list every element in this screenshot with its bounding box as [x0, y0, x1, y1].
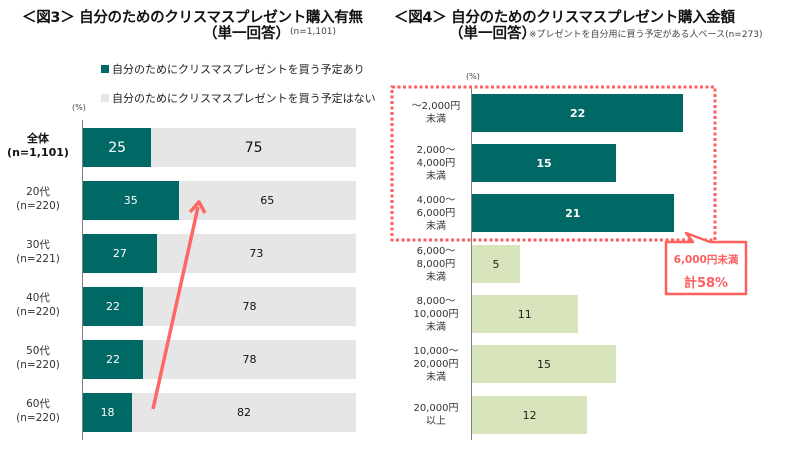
bar-value-label: 78	[242, 300, 257, 313]
right-category-label: 4,000～ 6,000円 未満	[416, 194, 456, 232]
left-chart-note: (n=1,101)	[290, 27, 337, 37]
right-axis-line	[471, 86, 472, 440]
amount-bar: 15	[472, 144, 616, 182]
bar-value-label: 21	[565, 206, 581, 220]
bar-yes: 27	[83, 234, 157, 273]
bar-yes: 25	[83, 128, 152, 167]
left-category-label: 40代 (n=220)	[16, 292, 60, 318]
amount-bar: 5	[472, 245, 520, 283]
amount-bar: 11	[472, 295, 578, 333]
bar-value-label: 25	[108, 139, 127, 156]
bar-value-label: 22	[569, 106, 586, 120]
right-chart-subtitle: （単一回答）	[449, 26, 536, 42]
legend-label-no: 自分のためにクリスマスプレゼントを買う予定はない	[112, 92, 376, 105]
trend-arrow-line	[151, 206, 200, 410]
bar-no: 82	[132, 393, 356, 432]
legend-label-yes: 自分のためにクリスマスプレゼントを買う予定あり	[112, 63, 365, 76]
trend-arrow-head	[188, 200, 207, 214]
callout-line1: 6,000円未満	[673, 254, 739, 266]
bar-yes: 22	[83, 340, 144, 379]
left-axis-line	[82, 120, 83, 440]
bar-value-label: 78	[242, 353, 257, 366]
right-unit-label: (%)	[466, 72, 480, 81]
amount-bar: 21	[472, 194, 674, 232]
bar-value-label: 22	[106, 300, 121, 313]
bar-no: 78	[143, 340, 356, 379]
bar-value-label: 35	[123, 194, 138, 207]
bar-value-label: 15	[537, 357, 551, 371]
bar-yes: 35	[83, 181, 179, 220]
bar-value-label: 27	[112, 247, 127, 260]
callout-line2: 計58%	[683, 276, 729, 291]
amount-bar: 12	[472, 396, 588, 434]
left-category-label: 全体 (n=1,101)	[7, 132, 69, 159]
highlight-box	[390, 85, 717, 242]
bar-value-label: 65	[260, 194, 275, 207]
right-chart-title: ＜図4＞ 自分のためのクリスマスプレゼント購入金額	[394, 10, 735, 26]
bar-value-label: 12	[522, 408, 537, 422]
bar-value-label: 11	[517, 307, 532, 321]
legend-item-yes: 自分のためにクリスマスプレゼントを買う予定あり	[101, 61, 365, 77]
right-category-label: 8,000～ 10,000円 未満	[413, 295, 459, 333]
amount-bar: 22	[472, 94, 684, 132]
legend-item-no: 自分のためにクリスマスプレゼントを買う予定はない	[101, 90, 376, 106]
right-category-label: 20,000円 以上	[413, 403, 459, 427]
left-chart-title: ＜図3＞ 自分のためのクリスマスプレゼント購入有無	[22, 10, 363, 26]
legend-swatch-yes	[101, 65, 109, 73]
callout-box	[664, 231, 748, 296]
left-category-label: 20代 (n=220)	[16, 186, 60, 212]
legend-swatch-no	[101, 94, 109, 102]
bar-yes: 22	[83, 287, 144, 326]
bar-value-label: 15	[536, 156, 552, 170]
bar-value-label: 5	[492, 257, 500, 271]
right-category-label: 10,000～ 20,000円 未満	[413, 345, 459, 383]
right-category-label: 6,000～ 8,000円 未満	[416, 245, 456, 283]
right-chart-note: ※プレゼントを自分用に買う予定がある人ベース(n=273)	[529, 30, 763, 40]
bar-value-label: 18	[100, 406, 115, 419]
bar-value-label: 75	[244, 139, 263, 156]
amount-bar: 15	[472, 345, 616, 383]
left-category-label: 50代 (n=220)	[16, 345, 60, 371]
bar-value-label: 22	[106, 353, 121, 366]
bar-value-label: 82	[237, 406, 252, 419]
bar-no: 75	[151, 128, 356, 167]
left-category-label: 60代 (n=220)	[16, 398, 60, 424]
right-category-label: 2,000～ 4,000円 未満	[416, 144, 456, 182]
left-chart-subtitle: （単一回答）	[203, 26, 290, 42]
bar-yes: 18	[83, 393, 133, 432]
bar-no: 65	[178, 181, 356, 220]
right-category-label: ～2,000円 未満	[411, 101, 461, 125]
left-unit-label: (%)	[72, 103, 86, 112]
bar-value-label: 73	[249, 247, 264, 260]
left-category-label: 30代 (n=221)	[16, 239, 60, 265]
